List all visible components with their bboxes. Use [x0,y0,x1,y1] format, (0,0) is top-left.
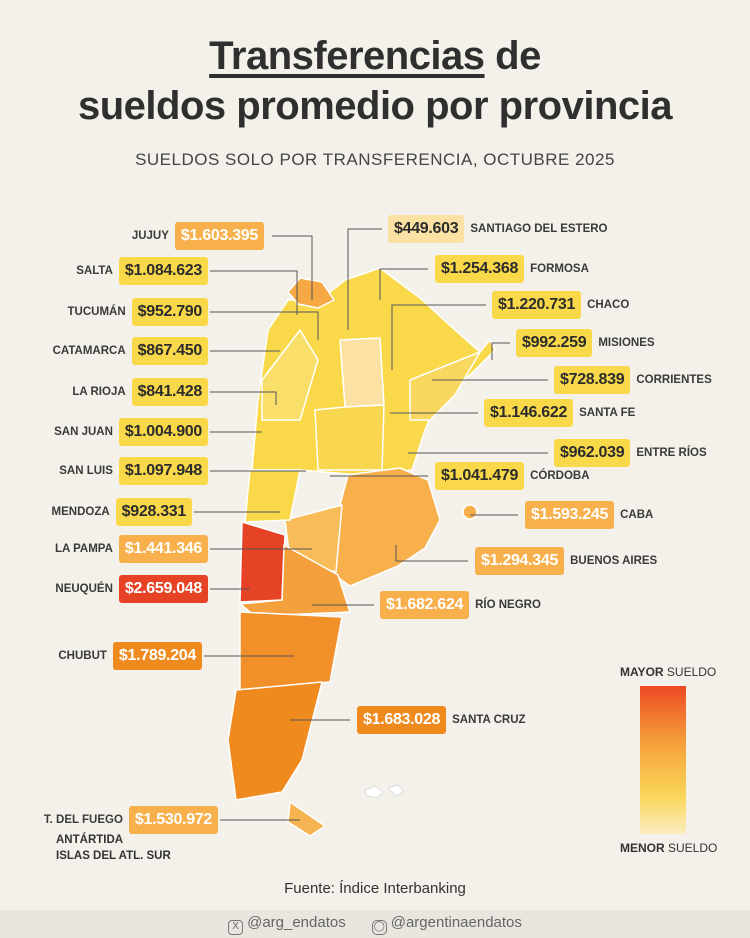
leader-lines [194,228,548,821]
callout-corrientes: $728.839 CORRIENTES [554,366,712,394]
callout-caba: $1.593.245 CABA [525,501,653,529]
region-santiago [339,337,385,408]
region-corrientes [409,351,481,421]
callout-formosa: $1.254.368 FORMOSA [435,255,589,283]
callout-la-rioja: LA RIOJA $841.428 [72,378,208,406]
region-mendoza [244,469,301,523]
tdf-name-line-3: ISLAS DEL ATL. SUR [56,850,171,862]
x-handle[interactable]: X @arg_endatos [228,914,346,935]
title-line-2: sueldos promedio por provincia [78,84,672,128]
source-note: Fuente: Índice Interbanking [284,880,466,897]
callout-buenos-aires: $1.294.345 BUENOS AIRES [475,547,657,575]
callout-tierra-del-fuego: T. DEL FUEGO $1.530.972 [44,806,218,834]
region-santa-cruz [227,681,323,801]
region-chubut [239,611,343,691]
legend-min-label: MENOR SUELDO [620,841,718,855]
callout-entre-rios: $962.039 ENTRE RÍOS [554,439,707,467]
instagram-logo-icon: ◯ [371,919,387,935]
region-jujuy [287,277,335,309]
legend-max-label: MAYOR SUELDO [620,665,717,679]
callout-la-pampa: LA PAMPA $1.441.346 [55,535,208,563]
callout-santa-fe: $1.146.622 SANTA FE [484,399,635,427]
callout-tucuman: TUCUMÁN $952.790 [68,298,208,326]
region-neuquen [239,521,286,603]
callout-chubut: CHUBUT $1.789.204 [58,642,202,670]
region-buenos-aires [329,467,441,587]
instagram-handle[interactable]: ◯ @argentinaendatos [371,914,522,935]
footer: X @arg_endatos ◯ @argentinaendatos [0,910,750,938]
region-cordoba [314,404,385,471]
callout-salta: SALTA $1.084.623 [76,257,208,285]
tdf-name-line-2: ANTÁRTIDA [56,834,124,846]
malvinas-islands [364,784,405,799]
callout-mendoza: MENDOZA $928.331 [52,498,192,526]
subtitle: SUELDOS SOLO POR TRANSFERENCIA, OCTUBRE … [135,150,615,169]
x-logo-icon: X [228,919,244,935]
callout-san-luis: SAN LUIS $1.097.948 [59,457,208,485]
callout-santiago-del-estero: $449.603 SANTIAGO DEL ESTERO [388,215,608,243]
callout-chaco: $1.220.731 CHACO [492,291,629,319]
title-line-1: Transferencias de [209,34,541,78]
legend-gradient-bar [640,686,686,834]
callout-rio-negro: $1.682.624 RÍO NEGRO [380,591,541,619]
callout-jujuy: JUJUY $1.603.395 [132,222,264,250]
region-tierra-del-fuego [287,801,326,837]
callout-cordoba: $1.041.479 CÓRDOBA [435,462,590,490]
callout-catamarca: CATAMARCA $867.450 [53,337,208,365]
callout-san-juan: SAN JUAN $1.004.900 [54,418,208,446]
region-caba [462,504,478,520]
callout-neuquen: NEUQUÉN $2.659.048 [55,575,208,603]
callout-misiones: $992.259 MISIONES [516,329,655,357]
callout-santa-cruz: $1.683.028 SANTA CRUZ [357,706,526,734]
